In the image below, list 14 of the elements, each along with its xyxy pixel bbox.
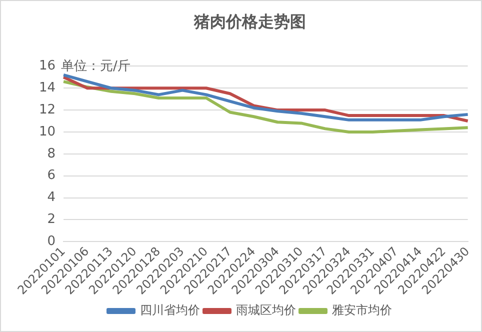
legend-label: 雨城区均价 xyxy=(236,303,296,318)
y-tick-label: 2 xyxy=(47,212,56,228)
annotation: 单位：元/斤 xyxy=(61,58,130,75)
legend-label: 四川省均价 xyxy=(140,303,200,318)
y-tick-label: 10 xyxy=(38,124,56,140)
y-tick-label: 16 xyxy=(38,58,56,74)
legend-label: 雅安市均价 xyxy=(332,303,392,318)
y-tick-label: 6 xyxy=(47,168,56,184)
chart-title: 猪肉价格走势图 xyxy=(193,12,306,31)
y-tick-label: 8 xyxy=(47,146,56,162)
y-tick-label: 0 xyxy=(47,234,56,250)
y-tick-label: 14 xyxy=(38,80,56,96)
y-tick-label: 12 xyxy=(38,102,56,118)
y-tick-label: 4 xyxy=(47,190,56,206)
